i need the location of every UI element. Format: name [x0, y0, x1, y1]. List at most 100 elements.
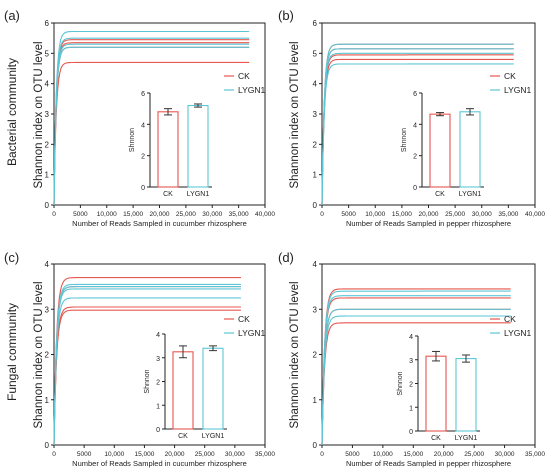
- inset-y-tick-label: 4: [413, 122, 417, 129]
- x-tick-label: 15,000: [134, 451, 154, 458]
- inset-x-label: LYGN1: [187, 191, 210, 198]
- y-tick-label: 4: [45, 260, 50, 269]
- inset-y-title: Shnnon: [397, 371, 404, 395]
- y-axis-title: Shannon index on OTU level: [289, 281, 301, 428]
- curve-ck: [321, 43, 514, 205]
- curve-lygn1: [53, 46, 250, 205]
- x-tick-label: 25,000: [176, 211, 196, 218]
- curve-ck: [53, 42, 250, 205]
- inset-x-label: LYGN1: [459, 191, 482, 198]
- inset-bar-lygn1: [455, 358, 477, 432]
- legend-label: CK: [504, 314, 516, 324]
- x-tick-label: 30,000: [225, 451, 245, 458]
- inset-y-tick-label: 4: [141, 122, 145, 129]
- inset-bar-chart: 0 1 2 3 4 Shnnon CK LYGN1: [397, 334, 480, 442]
- curve-ck: [321, 297, 511, 445]
- y-tick-label: 2: [45, 140, 50, 149]
- inset-y-tick-label: 2: [141, 154, 145, 161]
- y-tick-label: 0: [45, 441, 50, 450]
- x-tick-label: 25,000: [445, 211, 465, 218]
- panel-label: (c): [4, 250, 19, 265]
- inset-y-tick-label: 6: [141, 91, 145, 98]
- curve-ck: [321, 308, 511, 445]
- x-tick-label: 25,000: [195, 451, 215, 458]
- panel-1: (a)0 5000 10,000 15,000 20,000 25,000 30,000 35…: [4, 8, 275, 228]
- inset-y-tick-label: 6: [413, 91, 417, 98]
- curve-ck: [53, 277, 241, 445]
- inset-bar-lygn1: [459, 111, 481, 188]
- y-tick-label: 0: [45, 201, 50, 210]
- inset-x-label: CK: [163, 191, 173, 198]
- curve-lygn1: [53, 283, 241, 445]
- inset-y-tick-label: 2: [409, 382, 413, 389]
- inset-y-tick-label: 2: [156, 380, 160, 387]
- legend-label: LYGN1: [238, 85, 266, 95]
- y-tick-label: 0: [313, 201, 318, 210]
- x-tick-label: 30,000: [495, 451, 515, 458]
- inset-y-tick-label: 0: [409, 429, 413, 436]
- inset-bar-chart: 0 2 4 6 Shnnon CK LYGN1: [401, 91, 484, 198]
- curve-ck: [321, 288, 511, 445]
- y-tick-label: 5: [45, 49, 50, 58]
- x-tick-label: 15,000: [403, 451, 423, 458]
- plot-frame: [53, 22, 266, 206]
- y-tick-label: 2: [313, 140, 318, 149]
- legend-label: LYGN1: [504, 328, 532, 338]
- inset-y-tick-label: 3: [156, 356, 160, 363]
- inset-y-title: Shnnon: [129, 128, 136, 152]
- y-tick-label: 1: [45, 396, 50, 405]
- inset-y-tick-label: 4: [409, 334, 413, 341]
- x-tick-label: 30,000: [202, 211, 222, 218]
- panel-2: (b)0 5000 10,000 15,000 20,000 25,000 30,000 35…: [278, 8, 545, 228]
- inset-y-tick-label: 1: [409, 405, 413, 412]
- legend-label: CK: [238, 71, 250, 81]
- inset-y-title: Shnnon: [401, 128, 408, 152]
- x-tick-label: 20,000: [419, 211, 439, 218]
- y-tick-label: 4: [313, 260, 318, 269]
- plot-frame: [321, 22, 536, 206]
- x-axis-title: Number of Reads Sampled in pepper rhizos…: [346, 219, 511, 228]
- y-tick-label: 3: [45, 305, 50, 314]
- x-axis-title: Number of Reads Sampled in cucumber rhiz…: [72, 459, 247, 468]
- curve-ck: [321, 48, 514, 205]
- y-tick-label: 3: [313, 305, 318, 314]
- curve-lygn1: [321, 315, 511, 445]
- inset-y-tick-label: 0: [413, 185, 417, 192]
- y-tick-label: 5: [313, 49, 318, 58]
- curve-lygn1: [321, 48, 514, 205]
- inset-y-title: Shnnon: [144, 369, 151, 393]
- x-tick-label: 25,000: [464, 451, 484, 458]
- x-tick-label: 10,000: [104, 451, 124, 458]
- curve-lygn1: [53, 43, 250, 205]
- x-tick-label: 10,000: [373, 451, 393, 458]
- y-tick-label: 0: [313, 441, 318, 450]
- x-tick-label: 35,000: [498, 211, 518, 218]
- y-axis-title: Shannon index on OTU level: [33, 41, 45, 188]
- y-tick-label: 1: [313, 396, 318, 405]
- y-tick-label: 6: [45, 19, 50, 28]
- inset-x-label: LYGN1: [455, 435, 478, 442]
- y-tick-label: 3: [45, 110, 50, 119]
- inset-y-tick-label: 1: [156, 403, 160, 410]
- curve-lygn1: [53, 37, 250, 205]
- y-tick-label: 1: [313, 171, 318, 180]
- x-tick-label: 20,000: [434, 451, 454, 458]
- legend-label: LYGN1: [238, 328, 266, 338]
- inset-bar-ck: [425, 355, 447, 432]
- legend-label: CK: [238, 314, 250, 324]
- y-tick-label: 2: [45, 351, 50, 360]
- y-tick-label: 4: [313, 80, 318, 89]
- plot-frame: [53, 263, 266, 446]
- x-tick-label: 5000: [73, 211, 88, 218]
- inset-bar-lygn1: [187, 104, 209, 188]
- inset-x-label: CK: [431, 435, 441, 442]
- panel-3: (c) 0 5000 10,000 15,000 20,000 25,000 30,000 35…: [4, 250, 275, 468]
- inset-bar-lygn1: [202, 347, 224, 430]
- x-tick-label: 20,000: [165, 451, 185, 458]
- curve-ck: [321, 54, 514, 205]
- x-tick-label: 10,000: [97, 211, 117, 218]
- x-tick-label: 40,000: [255, 211, 275, 218]
- inset-bar-chart: 0 1 2 3 4 Shnnon CK LYGN1: [144, 332, 227, 440]
- x-tick-label: 5000: [77, 451, 92, 458]
